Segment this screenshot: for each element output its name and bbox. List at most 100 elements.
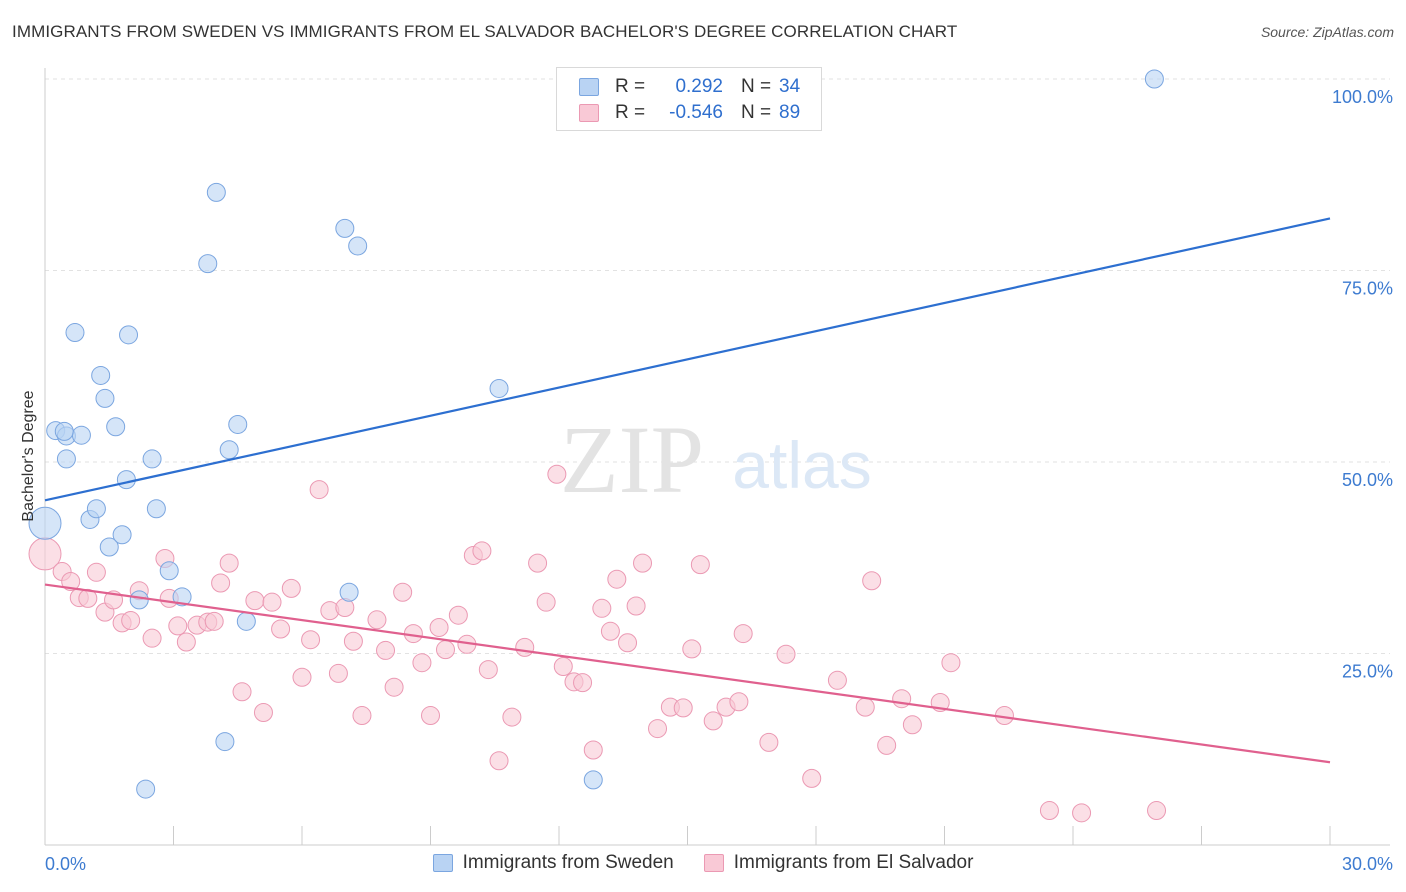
y-tick-label: 25.0%	[1342, 662, 1393, 682]
sweden-point	[119, 325, 139, 345]
el-salvador-point	[673, 698, 693, 718]
sweden-point	[129, 590, 149, 610]
tick-labels: 25.0% 50.0% 75.0% 100.0% 0.0% 30.0%	[45, 87, 1393, 874]
el-salvador-point	[902, 715, 922, 735]
grid-lines	[45, 78, 1390, 654]
r-label: R =	[615, 102, 646, 123]
legend-item-sweden: Immigrants from Sweden	[432, 852, 674, 874]
y-tick-label: 75.0%	[1342, 279, 1393, 299]
el-salvador-point	[176, 632, 196, 652]
el-salvador-point	[547, 464, 567, 484]
el-salvador-point	[352, 706, 372, 726]
el-salvador-point	[168, 616, 188, 636]
el-salvador-point	[86, 562, 106, 582]
sweden-point	[335, 218, 355, 238]
sweden-swatch	[432, 854, 453, 872]
el-salvador-point	[690, 555, 710, 575]
n-value: 89	[779, 102, 801, 123]
x-tick-label: 0.0%	[45, 854, 86, 874]
el-salvador-point	[802, 768, 822, 788]
watermark-zip: ZIP	[560, 406, 704, 513]
chart-source: Source: ZipAtlas.com	[1260, 24, 1394, 40]
el-salvador-point	[142, 628, 162, 648]
el-salvador-point	[421, 706, 440, 726]
el-salvador-point	[583, 740, 603, 760]
el-salvador-point	[204, 611, 224, 631]
el-salvador-swatch	[579, 104, 599, 122]
el-salvador-point	[733, 624, 753, 644]
el-salvador-points	[28, 464, 1167, 823]
el-salvador-point	[253, 702, 273, 722]
el-salvador-point	[573, 673, 593, 693]
el-salvador-point	[429, 617, 449, 637]
sweden-point	[65, 323, 85, 343]
el-salvador-point	[648, 719, 668, 739]
stats-legend: R = 0.292 N = 34 R = -0.546 N = 89	[556, 67, 822, 131]
el-salvador-point	[232, 682, 252, 702]
watermark-atlas: atlas	[732, 428, 871, 502]
sweden-point	[56, 449, 76, 469]
x-tick-label: 30.0%	[1342, 854, 1393, 874]
sweden-point	[146, 499, 166, 519]
sweden-point	[112, 525, 132, 545]
sweden-point	[116, 470, 136, 490]
y-tick-label: 50.0%	[1342, 470, 1393, 490]
el-salvador-point	[607, 569, 627, 589]
el-salvador-point	[827, 670, 847, 690]
el-salvador-point	[262, 592, 282, 612]
el-salvador-point	[877, 735, 897, 755]
el-salvador-point	[528, 553, 548, 573]
el-salvador-point	[301, 630, 321, 650]
el-salvador-point	[121, 611, 141, 631]
el-salvador-point	[211, 573, 231, 593]
sweden-point	[86, 499, 106, 519]
y-tick-label: 100.0%	[1332, 87, 1393, 107]
sweden-point	[206, 182, 226, 202]
n-label: N =	[741, 102, 772, 123]
el-salvador-point	[78, 588, 98, 608]
sweden-point	[489, 378, 509, 398]
sweden-point	[198, 254, 218, 274]
el-salvador-point	[412, 653, 432, 673]
sweden-swatch	[579, 78, 599, 96]
el-salvador-point	[489, 751, 509, 771]
el-salvador-point	[855, 697, 875, 717]
sweden-point	[99, 537, 119, 557]
el-salvador-point	[1039, 801, 1059, 821]
el-salvador-point	[328, 663, 348, 683]
sweden-point	[159, 561, 179, 581]
sweden-point	[228, 414, 248, 434]
el-salvador-point	[448, 605, 468, 625]
sweden-point	[339, 582, 359, 602]
el-salvador-point	[515, 637, 535, 657]
sweden-point	[28, 506, 62, 540]
el-salvador-point	[271, 619, 291, 639]
legend-row-el-salvador: R = -0.546 N = 89	[579, 101, 800, 125]
el-salvador-point	[1072, 803, 1092, 823]
el-salvador-point	[633, 553, 653, 573]
trend-lines	[44, 217, 1331, 764]
el-salvador-point	[61, 571, 81, 591]
r-value: 0.292	[675, 76, 723, 97]
el-salvador-point	[292, 667, 312, 687]
sweden-point	[172, 587, 192, 607]
sweden-point	[54, 421, 74, 441]
el-salvador-point	[776, 644, 796, 664]
n-value: 34	[779, 76, 801, 97]
sweden-point	[236, 611, 256, 631]
el-salvador-point	[343, 631, 363, 651]
sweden-point	[583, 770, 603, 790]
el-salvador-point	[600, 621, 620, 641]
el-salvador-point	[862, 571, 882, 591]
y-axis-label: Bachelor's Degree	[20, 390, 37, 522]
el-salvador-point	[759, 732, 779, 752]
el-salvador-point	[245, 591, 265, 611]
el-salvador-point	[384, 677, 404, 697]
sweden-point	[142, 449, 162, 469]
el-salvador-point	[367, 610, 387, 630]
el-salvador-swatch	[703, 854, 724, 872]
sweden-point	[348, 236, 368, 256]
el-salvador-point	[553, 657, 573, 677]
el-salvador-point	[472, 541, 492, 561]
